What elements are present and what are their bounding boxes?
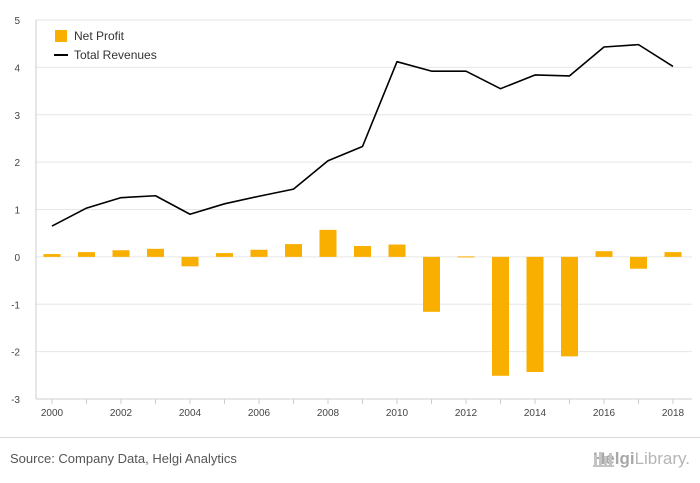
net-profit-bars xyxy=(43,229,682,376)
net-profit-bar-2014 xyxy=(526,256,544,372)
x-tick-label: 2006 xyxy=(248,408,271,419)
x-tick-label: 2014 xyxy=(524,408,547,419)
net-profit-bar-2003 xyxy=(147,248,164,257)
net-profit-bar-2012 xyxy=(457,256,475,258)
net-profit-bar-2015 xyxy=(561,256,578,357)
net-profit-bar-2000 xyxy=(43,254,61,257)
source-note: Source: Company Data, Helgi Analytics xyxy=(10,451,237,466)
x-tick-label: 2002 xyxy=(110,408,133,419)
y-tick-label: -3 xyxy=(11,395,20,406)
library-icon xyxy=(593,452,614,467)
net-profit-bar-2016 xyxy=(595,251,613,257)
y-tick-label: 5 xyxy=(14,16,20,27)
y-tick-label: -2 xyxy=(11,348,20,359)
net-profit-bar-2006 xyxy=(250,249,268,257)
net-profit-bar-2004 xyxy=(181,256,199,267)
y-tick-label: 2 xyxy=(14,158,20,169)
x-tick-label: 2010 xyxy=(386,408,409,419)
brand-prefix: Helgi xyxy=(593,449,635,468)
axes: 5 4 3 2 1 0 -1 -2 -3 2000 2002 2004 2006 2008 2010 2012… xyxy=(11,16,692,419)
net-profit-bar-2011 xyxy=(423,256,440,312)
legend-label-net-profit: Net Profit xyxy=(74,29,125,43)
y-tick-label: 0 xyxy=(14,253,20,264)
net-profit-bar-2007 xyxy=(285,244,302,257)
total-revenues-line xyxy=(51,43,674,227)
legend-swatch-net-profit xyxy=(55,30,67,42)
y-tick-label: -1 xyxy=(11,300,20,311)
x-tick-label: 2016 xyxy=(593,408,616,419)
net-profit-bar-2013 xyxy=(492,256,509,376)
x-tick-label: 2000 xyxy=(41,408,64,419)
x-tick-label: 2018 xyxy=(662,408,685,419)
net-profit-bar-2008 xyxy=(319,229,337,257)
legend-label-total-revenues: Total Revenues xyxy=(74,48,157,62)
legend: Net Profit Total Revenues xyxy=(54,29,157,62)
x-tick-label: 2008 xyxy=(317,408,340,419)
total-revenues-line-group xyxy=(51,43,674,227)
net-profit-bar-2009 xyxy=(354,245,371,257)
net-profit-bar-2005 xyxy=(216,253,233,257)
footer-divider xyxy=(0,437,700,438)
y-tick-label: 4 xyxy=(14,63,20,74)
y-tick-label: 1 xyxy=(14,206,20,217)
gridlines xyxy=(36,19,692,400)
brand-logo: HelgiLibrary. xyxy=(593,449,690,469)
x-tick-label: 2004 xyxy=(179,408,202,419)
net-profit-bar-2018 xyxy=(664,252,682,257)
net-profit-bar-2010 xyxy=(388,244,406,257)
y-tick-label: 3 xyxy=(14,111,20,122)
net-profit-bar-2002 xyxy=(112,250,130,257)
brand-suffix: Library. xyxy=(634,449,690,468)
net-profit-bar-2017 xyxy=(630,256,647,269)
x-tick-label: 2012 xyxy=(455,408,478,419)
net-profit-bar-2001 xyxy=(78,252,95,257)
